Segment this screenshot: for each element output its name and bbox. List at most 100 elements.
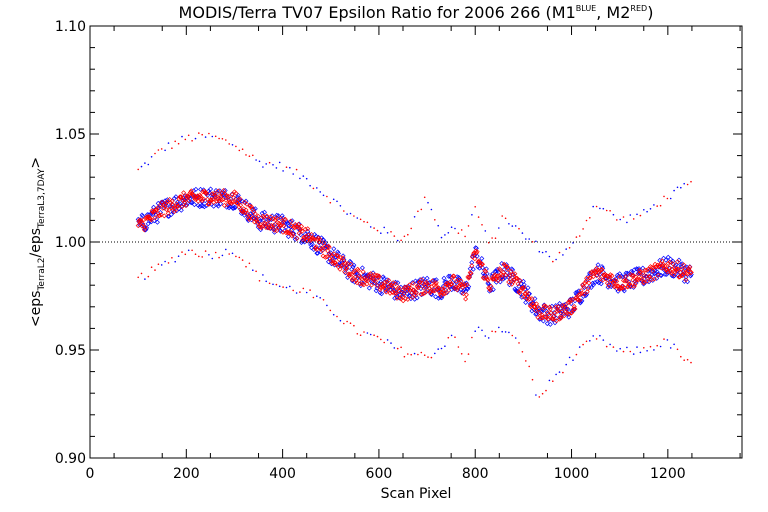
lower-bound-point: [160, 264, 163, 266]
m2-point: [571, 304, 577, 309]
m2-point: [289, 223, 294, 229]
m2-point: [178, 194, 184, 200]
lower-bound-point: [410, 353, 413, 356]
upper-bound-point: [194, 137, 197, 140]
lower-bound-point: [521, 351, 524, 353]
upper-bound-point: [656, 205, 658, 207]
upper-bound-point: [289, 166, 291, 169]
upper-bound-point: [471, 214, 473, 216]
m2-point: [606, 283, 612, 289]
m2-point: [525, 293, 531, 299]
m2-point: [403, 296, 408, 301]
upper-bound-point: [275, 167, 278, 169]
m2-point: [344, 265, 350, 271]
m1-point: [154, 216, 160, 222]
m2-point: [329, 257, 335, 262]
upper-bound-point: [390, 231, 392, 233]
m2-point: [557, 314, 563, 320]
lower-bound-point: [403, 355, 406, 358]
lower-bound-point: [262, 274, 264, 276]
m2-point: [497, 267, 503, 273]
m2-point: [426, 282, 432, 288]
lower-bound-point: [164, 260, 166, 263]
upper-bound-point: [643, 209, 645, 211]
m2-point: [677, 274, 683, 280]
lower-bound-point: [444, 345, 446, 348]
m1-point: [584, 291, 590, 297]
m2-point: [667, 259, 673, 265]
upper-bound-point: [474, 206, 477, 208]
upper-bound-point: [140, 165, 143, 168]
upper-bound-point: [481, 224, 483, 226]
m2-point: [485, 277, 491, 283]
lower-bound-point: [144, 278, 146, 280]
m2-point: [647, 274, 653, 280]
m2-point: [295, 221, 301, 227]
upper-bound-point: [252, 154, 254, 157]
m2-point: [532, 304, 538, 310]
lower-bound-point: [346, 320, 348, 323]
upper-bound-point: [521, 232, 524, 234]
lower-bound-point: [629, 350, 632, 353]
m1-point: [577, 300, 583, 306]
m2-point: [520, 294, 526, 300]
lower-bound-point: [140, 272, 143, 275]
m2-point: [302, 226, 308, 232]
upper-bound-point: [552, 260, 554, 263]
m2-point: [356, 268, 361, 274]
m2-point: [315, 236, 321, 242]
m2-point: [553, 304, 559, 310]
x-tick-label: 200: [173, 466, 200, 482]
m1-point: [499, 261, 505, 266]
m1-point: [482, 272, 488, 278]
upper-bound-point: [312, 187, 315, 190]
upper-bound-point: [514, 225, 517, 227]
m1-point: [259, 210, 265, 216]
upper-bound-point: [592, 205, 594, 208]
upper-bound-point: [353, 215, 355, 217]
m2-point: [463, 292, 469, 298]
upper-bound-point: [396, 239, 399, 242]
upper-bound-point: [649, 208, 652, 210]
m2-point: [570, 297, 576, 303]
upper-bound-point: [578, 235, 581, 237]
m1-point: [285, 220, 291, 226]
lower-bound-point: [572, 359, 574, 362]
m2-point: [604, 280, 610, 286]
upper-bound-point: [636, 213, 638, 216]
m1-point: [145, 221, 151, 227]
m2-point: [278, 215, 284, 221]
m2-point: [223, 197, 229, 203]
m2-point: [440, 287, 446, 293]
m2-point: [287, 228, 293, 234]
upper-bound-point: [268, 161, 271, 164]
upper-bound-point: [589, 217, 591, 219]
m1-point: [309, 241, 315, 247]
m2-point: [410, 280, 416, 286]
m2-point: [617, 274, 623, 280]
m2-point: [385, 287, 391, 293]
lower-bound-point: [187, 249, 190, 252]
m1-point: [657, 257, 663, 263]
lower-bound-point: [235, 255, 237, 258]
m2-point: [165, 210, 171, 216]
lower-bound-point: [295, 292, 298, 294]
m2-point: [173, 207, 179, 213]
lower-bound-point: [171, 257, 173, 259]
m1-point: [348, 259, 354, 265]
m2-point: [281, 223, 287, 229]
lower-bound-point: [272, 283, 274, 286]
upper-bound-point: [460, 229, 463, 231]
upper-bound-point: [632, 218, 635, 220]
m2-point: [349, 277, 355, 283]
lower-bound-point: [177, 255, 180, 257]
m1-point: [634, 266, 640, 272]
lower-bound-point: [278, 285, 281, 288]
lower-bound-point: [568, 356, 571, 359]
m1-point: [198, 186, 204, 192]
upper-bound-point: [157, 149, 160, 151]
upper-bound-point: [663, 195, 665, 198]
m2-point: [210, 196, 216, 202]
upper-bound-point: [423, 196, 426, 199]
m2-point: [565, 300, 571, 305]
